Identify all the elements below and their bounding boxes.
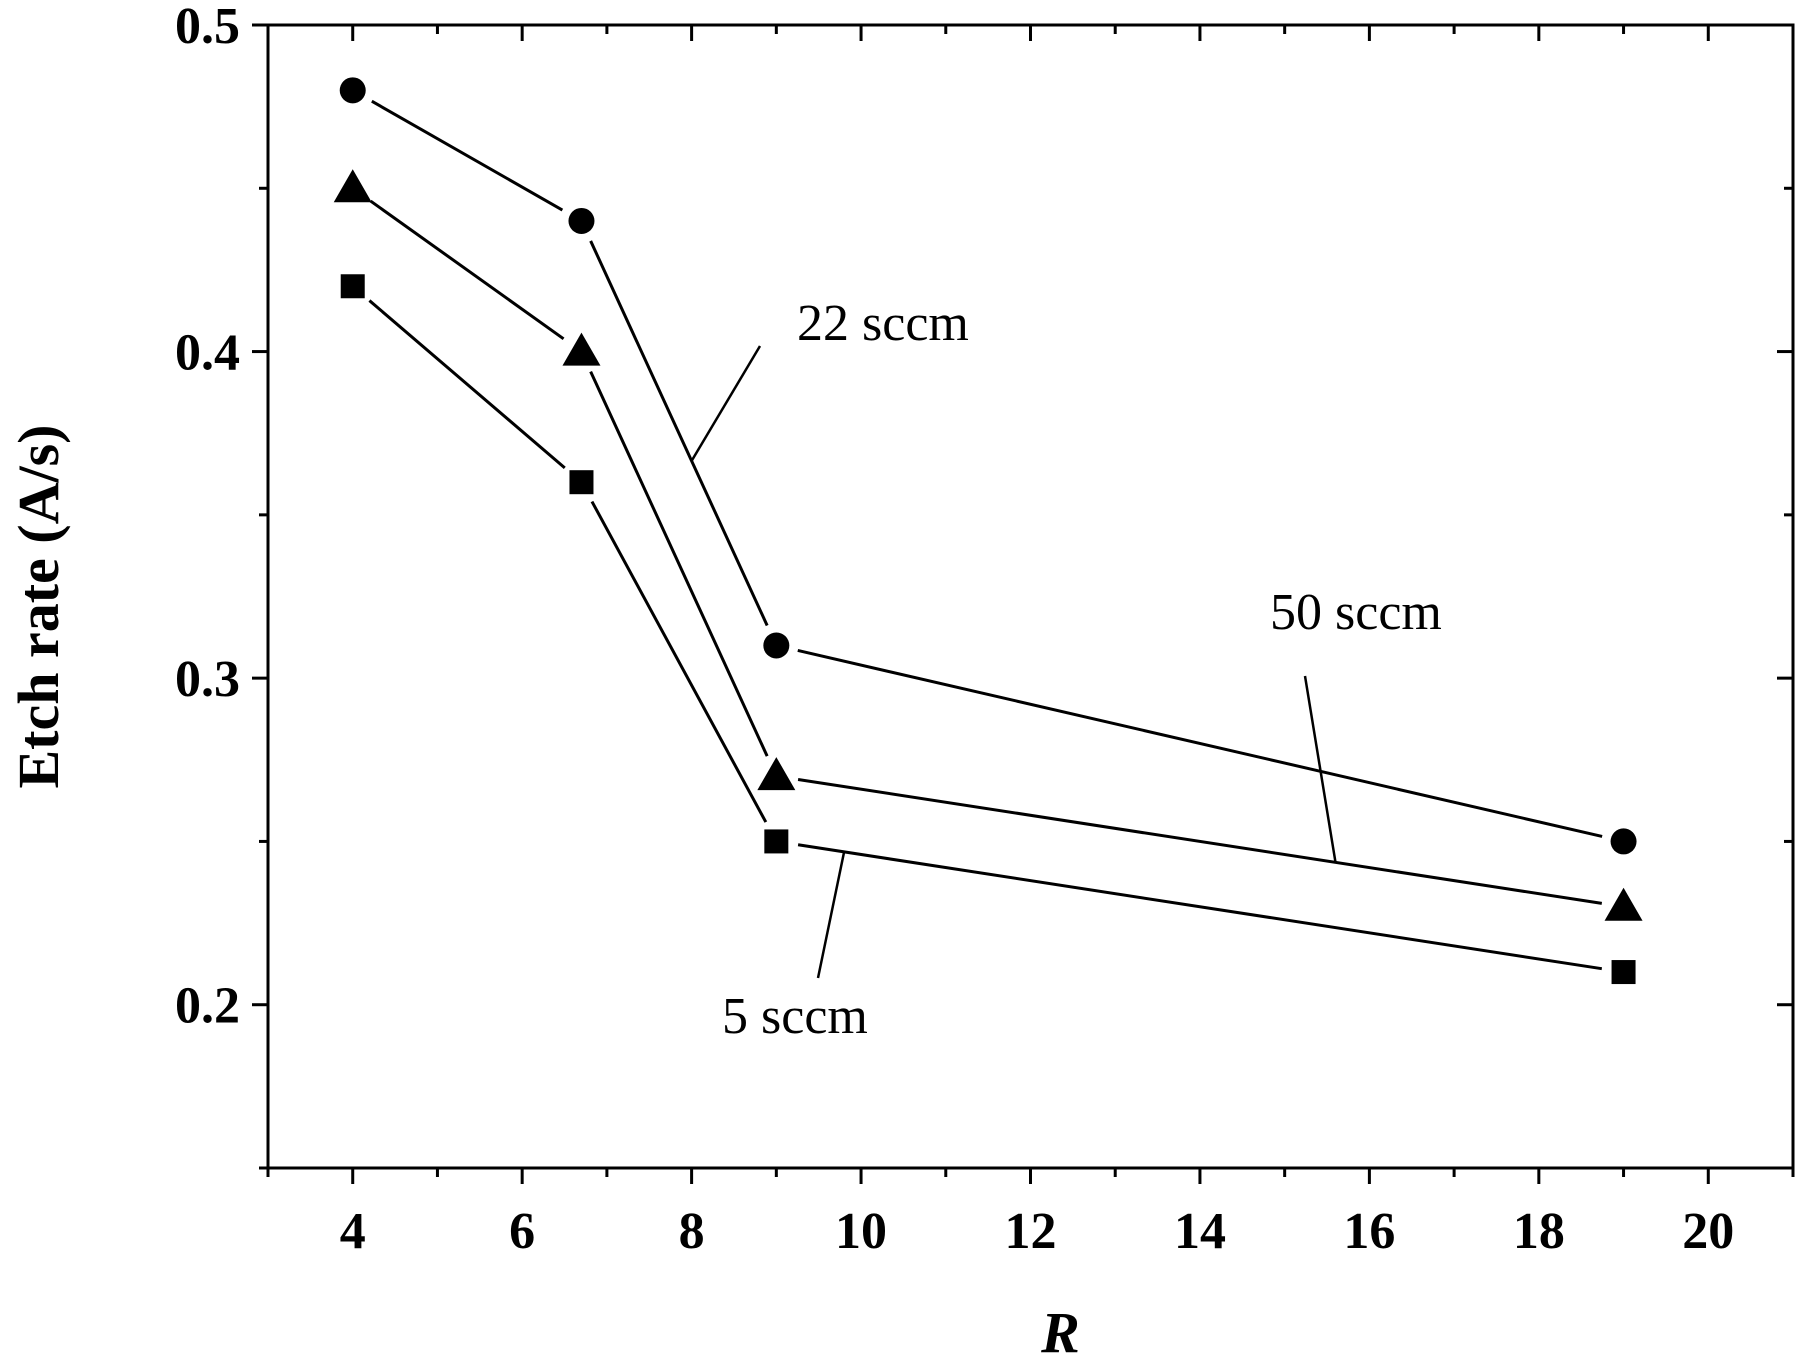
series-line-segment	[368, 299, 566, 470]
series-square	[340, 274, 1636, 985]
square-marker	[569, 470, 594, 495]
annotation-leader-line	[816, 851, 846, 979]
x-axis-title: R	[1040, 1300, 1080, 1355]
series-line-segment	[590, 500, 768, 823]
series-line-segment	[369, 199, 565, 341]
x-tick-label: 4	[340, 1203, 366, 1260]
x-tick-label: 12	[1005, 1203, 1057, 1260]
series-line-segment	[797, 777, 1603, 905]
series-triangle	[333, 169, 1643, 921]
x-tick-label: 18	[1513, 1203, 1565, 1260]
square-marker	[764, 829, 789, 854]
circle-marker	[339, 77, 366, 104]
circle-marker	[1610, 828, 1637, 855]
triangle-marker	[757, 757, 796, 791]
annotation-leader-line	[690, 345, 762, 462]
x-tick-label: 16	[1343, 1203, 1395, 1260]
x-tick-label: 6	[509, 1203, 535, 1260]
y-axis-title: Etch rate (A/s)	[6, 424, 71, 788]
annotation-label: 5 sccm	[722, 988, 868, 1045]
annotation-label: 50 sccm	[1270, 584, 1442, 641]
series-line-segment	[589, 370, 769, 757]
y-tick-label: 0.3	[175, 651, 240, 708]
axes: 4 6 8 10 12 14 16 18 20 0.2 0.3 0.4 0.5	[175, 0, 1795, 1260]
series-layer	[333, 77, 1643, 985]
circle-marker	[568, 207, 595, 234]
annotation-label: 22 sccm	[797, 295, 969, 352]
series-line-segment	[797, 843, 1603, 971]
x-tick-label: 10	[835, 1203, 887, 1260]
triangle-marker	[1604, 887, 1643, 921]
annotation-leader-line	[1303, 675, 1337, 863]
plot-frame	[266, 23, 1795, 1170]
triangle-marker	[333, 169, 372, 203]
y-tick-label: 0.2	[175, 978, 240, 1035]
x-tick-label: 14	[1174, 1203, 1226, 1260]
annotations: 22 sccm 50 sccm 5 sccm	[690, 295, 1442, 1045]
y-tick-label: 0.4	[175, 325, 240, 382]
square-marker	[1611, 960, 1636, 985]
x-tick-label: 20	[1682, 1203, 1734, 1260]
triangle-marker	[562, 332, 601, 366]
series-line-segment	[589, 240, 769, 627]
series-line-segment	[371, 99, 564, 212]
series-circle	[339, 77, 1637, 855]
circle-marker	[763, 632, 790, 659]
x-tick-label: 8	[679, 1203, 705, 1260]
y-tick-label: 0.5	[175, 0, 240, 55]
square-marker	[340, 274, 365, 299]
series-line-segment	[797, 648, 1603, 838]
